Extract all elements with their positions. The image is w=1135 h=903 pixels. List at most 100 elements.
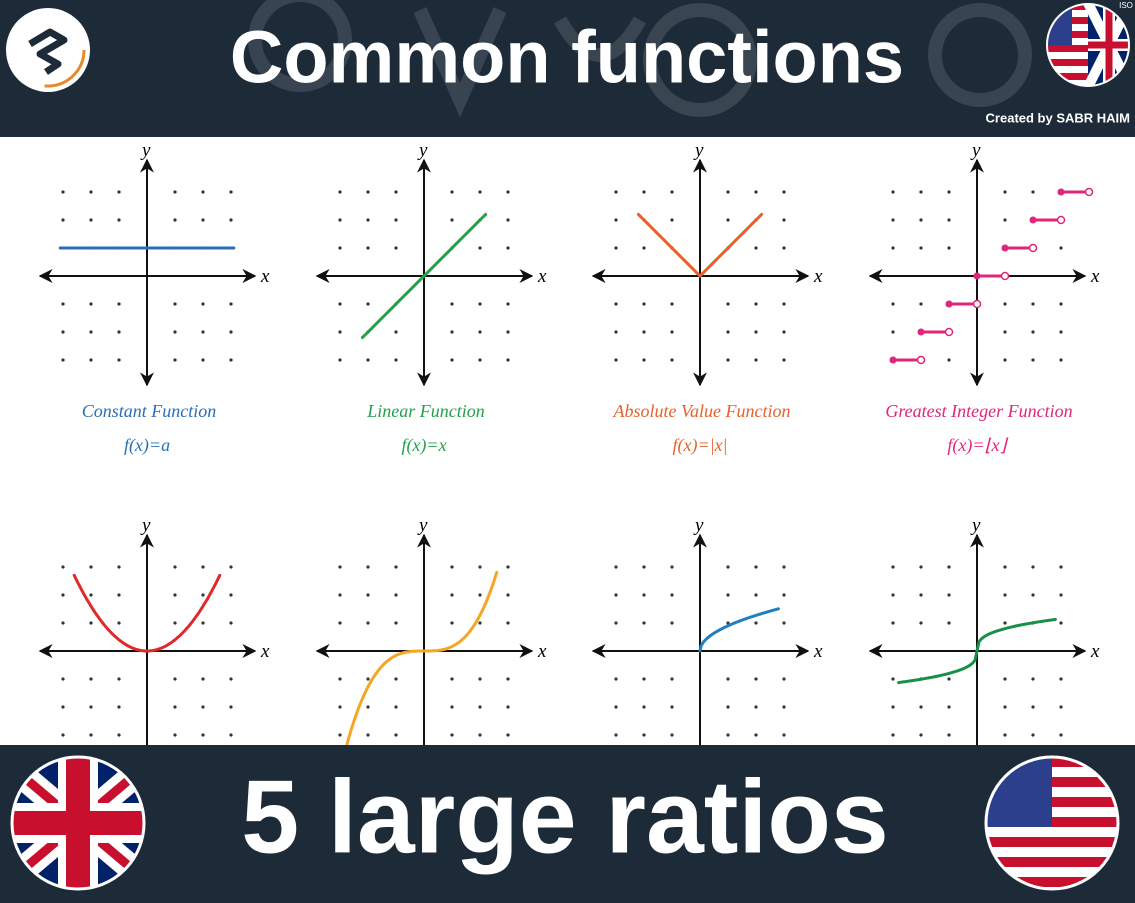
grid-dot: [61, 705, 65, 709]
grid-dot: [117, 218, 121, 222]
grid-dot: [478, 358, 482, 362]
header-bar: [0, 0, 1135, 137]
grid-dot: [726, 218, 730, 222]
grid-dot: [201, 190, 205, 194]
grid-dot: [394, 593, 398, 597]
grid-dot: [394, 330, 398, 334]
grid-dot: [366, 677, 370, 681]
grid-dot: [394, 565, 398, 569]
grid-dot: [891, 705, 895, 709]
grid-dot: [229, 621, 233, 625]
grid-dot: [450, 218, 454, 222]
grid-dot: [61, 733, 65, 737]
grid-dot: [726, 733, 730, 737]
grid-dot: [1003, 330, 1007, 334]
grid-dot: [891, 190, 895, 194]
grid-dot: [1031, 733, 1035, 737]
grid-dot: [782, 246, 786, 250]
open-dot: [1000, 271, 1010, 281]
grid-dot: [891, 733, 895, 737]
us-flag: [986, 757, 1118, 889]
grid-dot: [614, 330, 618, 334]
grid-dot: [642, 330, 646, 334]
function-formula: f(x)=x: [401, 435, 446, 456]
grid-dot: [366, 218, 370, 222]
grid-dot: [614, 246, 618, 250]
grid-dot: [89, 733, 93, 737]
grid-dot: [478, 733, 482, 737]
logo: [6, 8, 90, 92]
grid-dot: [726, 358, 730, 362]
grid-dot: [642, 677, 646, 681]
grid-dot: [506, 246, 510, 250]
grid-dot: [338, 330, 342, 334]
grid-dot: [117, 593, 121, 597]
grid-dot: [782, 565, 786, 569]
grid-dot: [89, 358, 93, 362]
grid-dot: [1031, 565, 1035, 569]
grid-dot: [614, 358, 618, 362]
grid-dot: [117, 190, 121, 194]
grid-dot: [919, 705, 923, 709]
grid-dot: [947, 733, 951, 737]
footer-bar: [0, 745, 1135, 903]
graph: xy: [591, 515, 823, 745]
grid-dot: [614, 302, 618, 306]
grid-dot: [642, 733, 646, 737]
grid-dot: [891, 302, 895, 306]
function-name: Absolute Value Function: [613, 401, 791, 421]
grid-dot: [506, 190, 510, 194]
grid-dot: [173, 621, 177, 625]
grid-dot: [201, 733, 205, 737]
grid-dot: [338, 565, 342, 569]
grid-dot: [947, 705, 951, 709]
grid-dot: [919, 733, 923, 737]
grid-dot: [89, 705, 93, 709]
closed-dot: [945, 300, 953, 308]
grid-dot: [478, 302, 482, 306]
y-axis-label: y: [693, 140, 704, 161]
grid-dot: [642, 705, 646, 709]
header-decor: [248, 0, 1032, 118]
y-axis-label: y: [140, 140, 151, 161]
y-axis-label: y: [693, 515, 704, 536]
graph: x y Constant Function f(x)=a: [38, 140, 270, 456]
grid-dot: [366, 565, 370, 569]
grid-dot: [1003, 733, 1007, 737]
grid-dot: [754, 330, 758, 334]
grid-dot: [89, 565, 93, 569]
grid-dot: [726, 190, 730, 194]
x-axis-label: x: [260, 641, 270, 662]
grid-dot: [782, 677, 786, 681]
grid-dot: [450, 330, 454, 334]
grid-dot: [173, 330, 177, 334]
graph: xy: [868, 515, 1100, 745]
grid-dot: [947, 565, 951, 569]
grid-dot: [754, 190, 758, 194]
open-dot: [916, 355, 926, 365]
grid-dot: [754, 705, 758, 709]
y-axis-label: y: [140, 515, 151, 536]
grid-dot: [506, 330, 510, 334]
grid-dot: [173, 190, 177, 194]
grid-dot: [506, 302, 510, 306]
x-axis-label: x: [813, 641, 823, 662]
x-axis-label: x: [260, 266, 270, 287]
grid-dot: [394, 358, 398, 362]
grid-dot: [1031, 593, 1035, 597]
grid-dot: [754, 246, 758, 250]
grid-dot: [1059, 358, 1063, 362]
grid-dot: [947, 593, 951, 597]
grid-dot: [1003, 593, 1007, 597]
grid-dot: [173, 218, 177, 222]
grid-dot: [1003, 218, 1007, 222]
open-dot: [1056, 215, 1066, 225]
grid-dot: [947, 246, 951, 250]
grid-dot: [61, 190, 65, 194]
grid-dot: [61, 330, 65, 334]
grid-dot: [366, 302, 370, 306]
grid-dot: [726, 705, 730, 709]
x-axis-label: x: [537, 266, 547, 287]
grid-dot: [726, 565, 730, 569]
